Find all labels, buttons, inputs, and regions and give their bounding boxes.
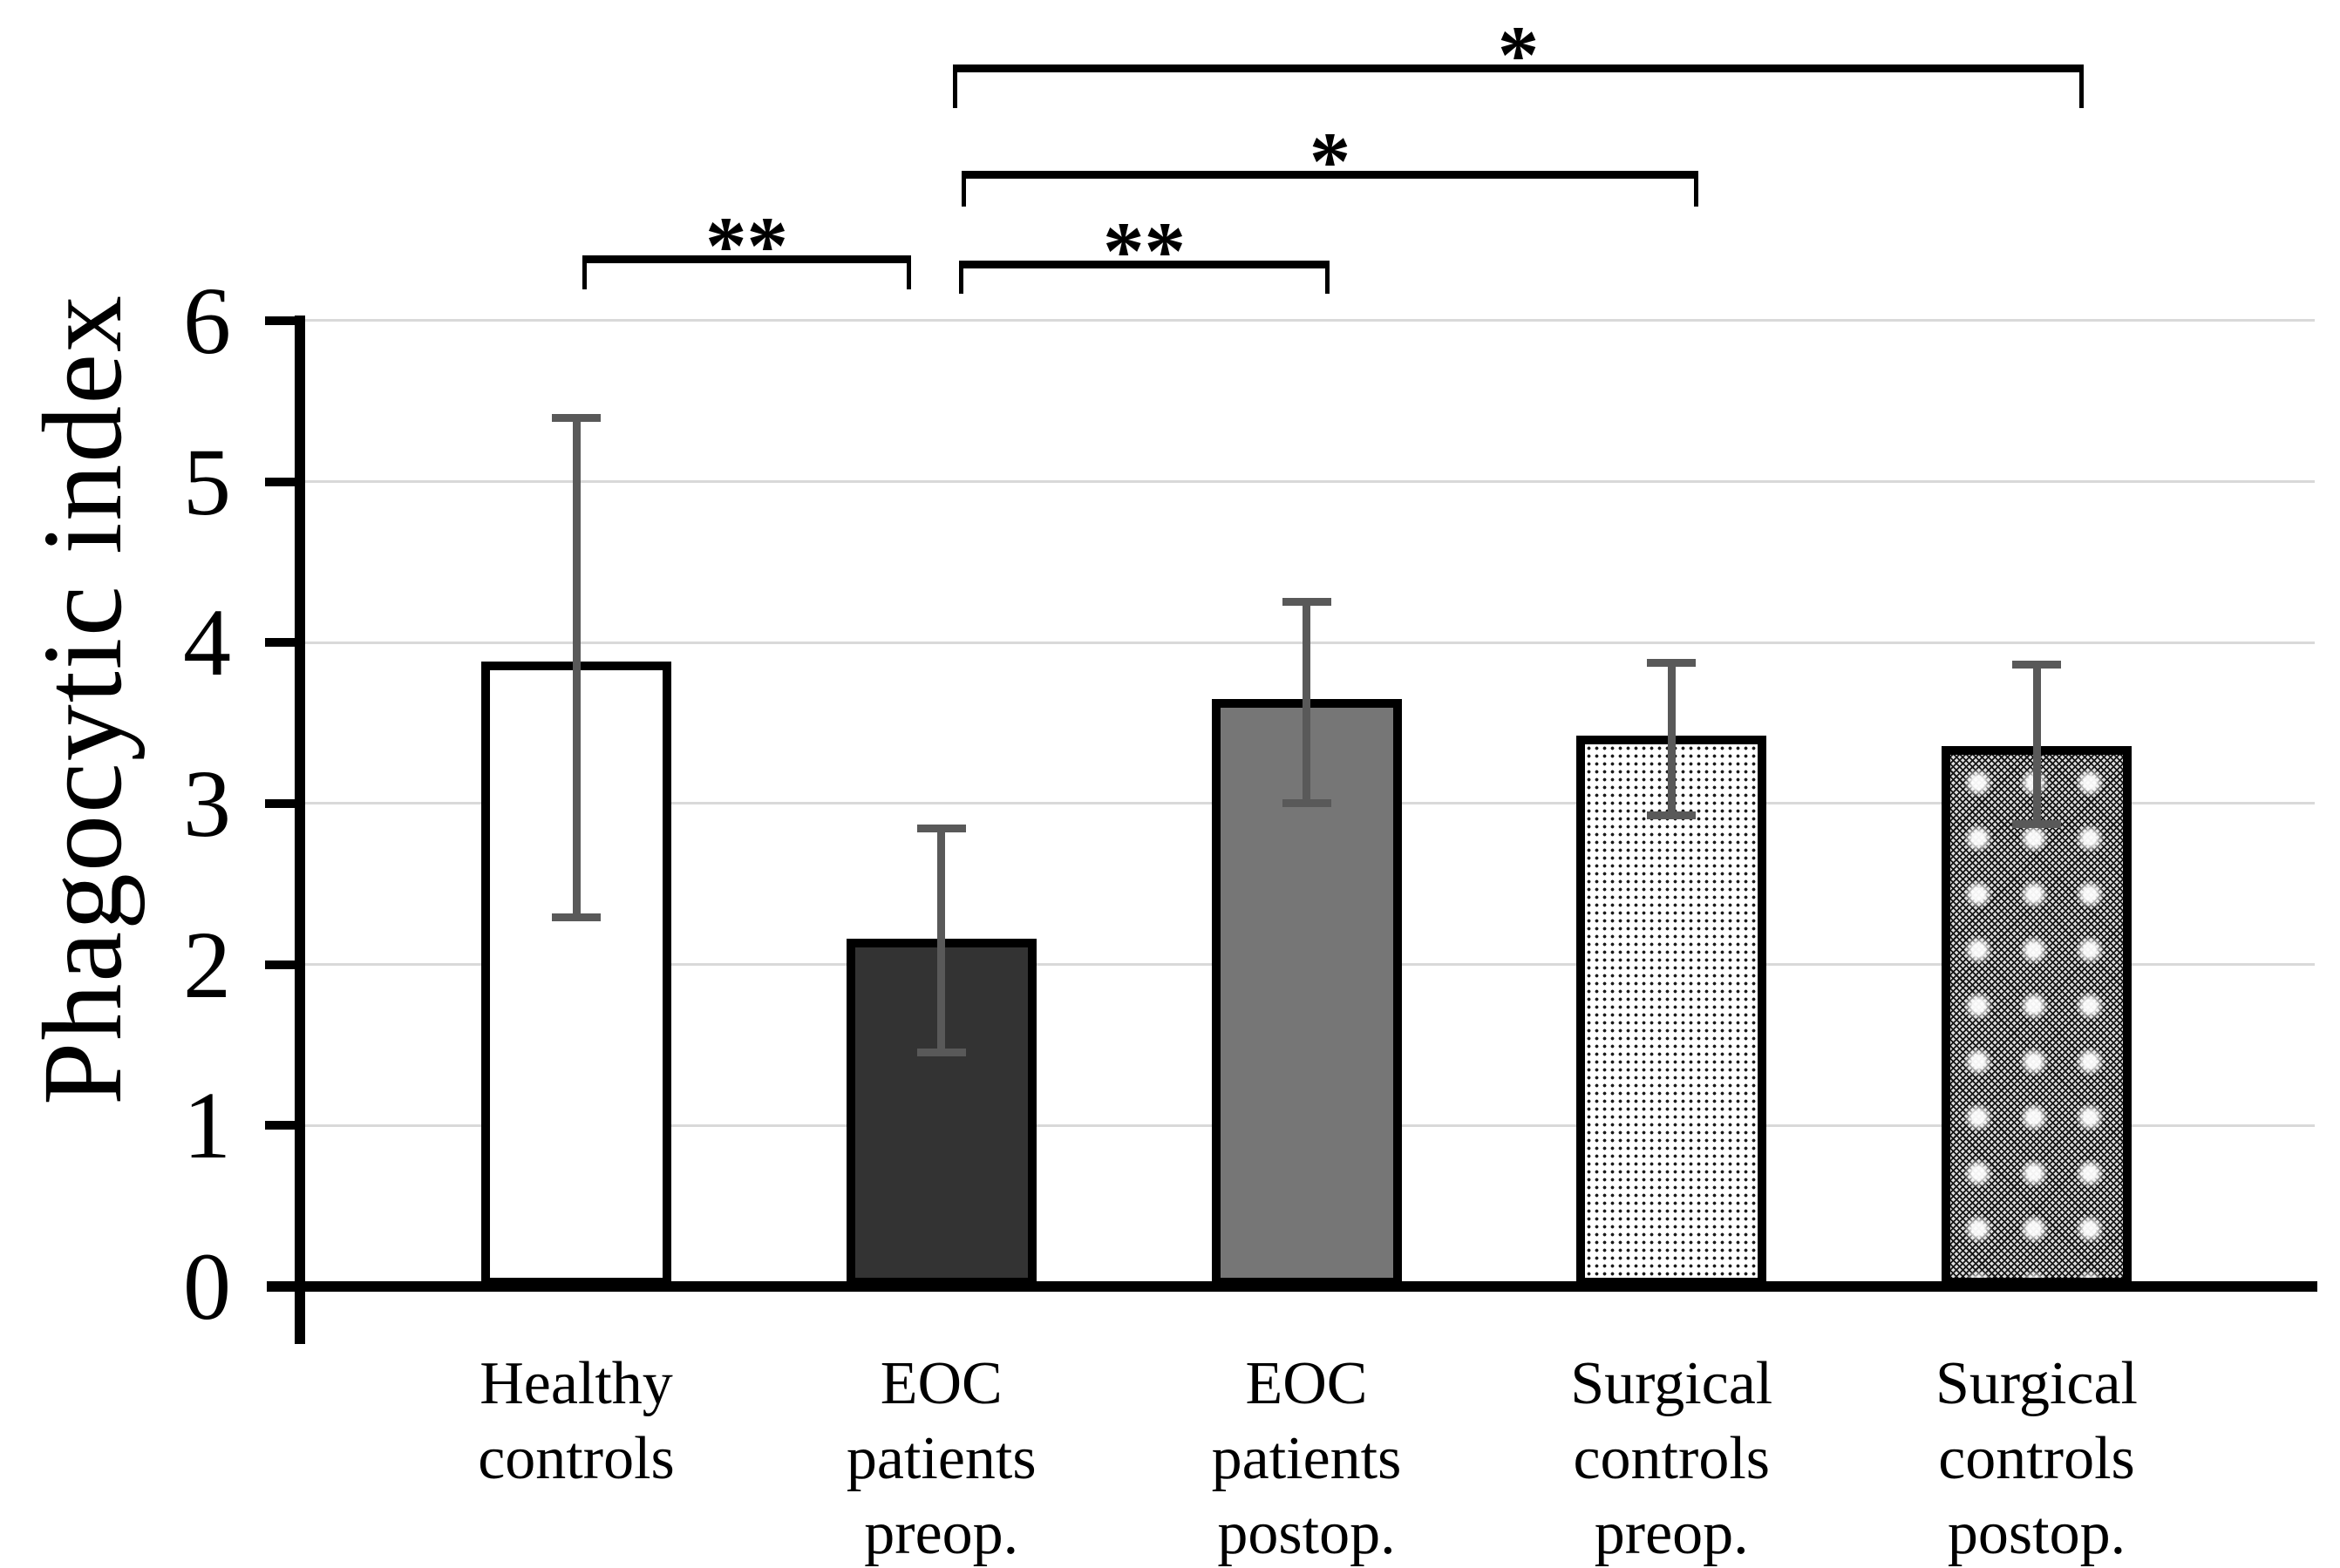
y-tick-label-3: 3 <box>183 750 231 857</box>
bar-surgical-controls-postop <box>1942 745 2132 1286</box>
y-tick-1 <box>265 1121 295 1130</box>
significance-label-eoc-patients-preop-vs-surgical-controls-postop: * <box>1497 9 1540 101</box>
y-tick-label-2: 2 <box>183 911 231 1018</box>
error-bar-healthy-controls <box>572 414 581 921</box>
error-cap-top-healthy-controls <box>552 414 601 423</box>
y-tick-label-6: 6 <box>183 267 231 374</box>
y-axis-line <box>295 315 305 1344</box>
gridline-y-6 <box>305 319 2315 322</box>
significance-label-eoc-patients-preop-vs-surgical-controls-preop: * <box>1309 115 1351 207</box>
y-tick-2 <box>265 960 295 969</box>
significance-bracket-eoc-patients-preop-vs-eoc-patients-postop <box>959 261 1330 294</box>
category-label-eoc-patients-postop: EOC patients postop. <box>1211 1350 1402 1567</box>
significance-bracket-eoc-patients-preop-vs-surgical-controls-preop <box>962 171 1698 207</box>
error-cap-top-surgical-controls-postop <box>2012 660 2061 669</box>
category-label-surgical-controls-postop: Surgical controls postop. <box>1935 1350 2138 1567</box>
error-cap-top-eoc-patients-preop <box>916 824 966 832</box>
y-tick-label-0: 0 <box>183 1233 231 1340</box>
error-cap-top-eoc-patients-postop <box>1282 597 1331 606</box>
error-bar-surgical-controls-postop <box>2032 660 2041 828</box>
y-tick-4 <box>265 638 295 648</box>
y-tick-5 <box>265 477 295 486</box>
category-label-surgical-controls-preop: Surgical controls preop. <box>1570 1350 1773 1567</box>
error-cap-bottom-surgical-controls-postop <box>2012 819 2061 828</box>
significance-label-healthy-controls-vs-eoc-patients-preop: ** <box>705 200 788 292</box>
error-cap-top-surgical-controls-preop <box>1647 658 1697 667</box>
error-cap-bottom-eoc-patients-postop <box>1282 798 1331 807</box>
y-tick-label-5: 5 <box>183 428 231 535</box>
error-bar-eoc-patients-postop <box>1303 597 1310 807</box>
gridline-y-5 <box>305 480 2315 484</box>
category-label-healthy-controls: Healthy controls <box>478 1350 675 1492</box>
error-bar-eoc-patients-preop <box>937 824 946 1056</box>
y-tick-label-1: 1 <box>183 1072 231 1179</box>
error-cap-bottom-healthy-controls <box>552 913 601 921</box>
significance-label-eoc-patients-preop-vs-eoc-patients-postop: ** <box>1103 205 1186 297</box>
significance-bracket-healthy-controls-vs-eoc-patients-preop <box>582 255 911 289</box>
error-cap-bottom-eoc-patients-preop <box>916 1048 966 1056</box>
y-tick-3 <box>265 798 295 808</box>
x-axis-line <box>267 1281 2317 1292</box>
error-cap-bottom-surgical-controls-preop <box>1647 811 1697 820</box>
y-tick-label-4: 4 <box>183 589 231 696</box>
significance-bracket-eoc-patients-preop-vs-surgical-controls-postop <box>953 64 2084 108</box>
error-bar-surgical-controls-preop <box>1667 658 1676 820</box>
y-tick-6 <box>265 316 295 325</box>
category-label-eoc-patients-preop: EOC patients preop. <box>846 1350 1037 1567</box>
bar-eoc-patients-postop <box>1211 698 1402 1286</box>
